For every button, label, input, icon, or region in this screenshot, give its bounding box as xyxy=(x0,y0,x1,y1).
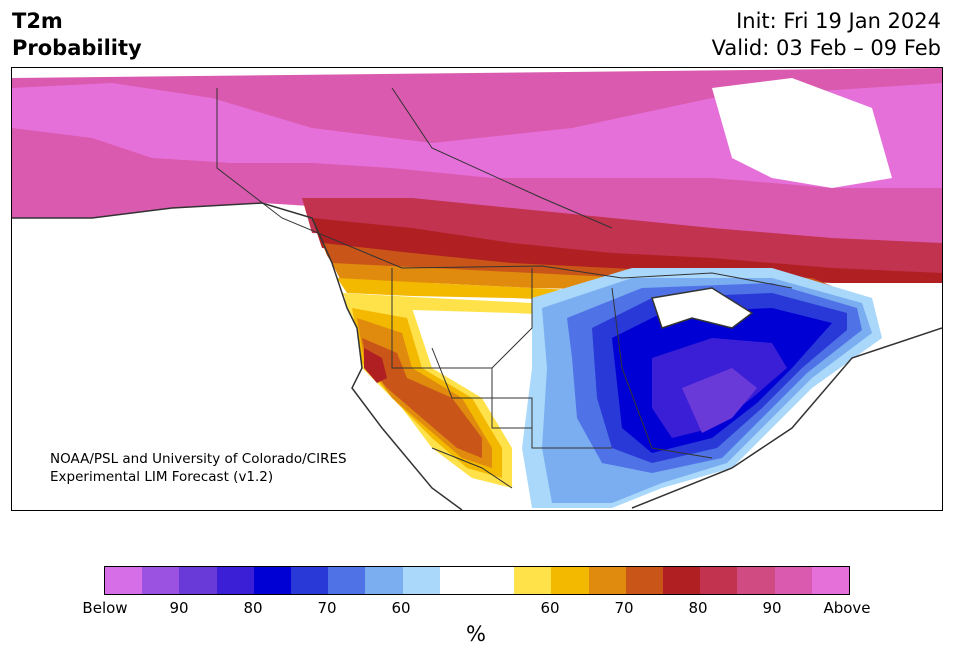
colorbar-tick-label: Above xyxy=(823,599,871,617)
colorbar-tick-label: 70 xyxy=(317,599,337,617)
colorbar-segment xyxy=(328,567,366,594)
title-type: Probability xyxy=(12,36,142,60)
colorbar-unit: % xyxy=(466,622,486,646)
map-title: T2m Probability xyxy=(12,8,142,62)
forecast-dates: Init: Fri 19 Jan 2024 Valid: 03 Feb – 09… xyxy=(712,8,941,62)
probability-map: NOAA/PSL and University of Colorado/CIRE… xyxy=(11,67,943,511)
colorbar-tick-label: 80 xyxy=(688,599,708,617)
title-variable: T2m xyxy=(12,9,63,33)
colorbar-segment xyxy=(774,567,812,594)
colorbar-tick-label: 60 xyxy=(391,599,411,617)
north-america-map: NOAA/PSL and University of Colorado/CIRE… xyxy=(12,68,942,510)
colorbar-segment xyxy=(439,567,478,594)
probability-colorbar xyxy=(104,566,850,595)
colorbar-segment xyxy=(365,567,403,594)
western-us-warm-region xyxy=(342,298,512,488)
colorbar-tick-label: 70 xyxy=(614,599,634,617)
colorbar-tick-label: 60 xyxy=(540,599,560,617)
valid-period: Valid: 03 Feb – 09 Feb xyxy=(711,36,941,60)
colorbar-segment xyxy=(737,567,775,594)
colorbar-segment xyxy=(253,567,292,594)
colorbar-segment xyxy=(216,567,254,594)
colorbar-segment xyxy=(811,567,850,594)
colorbar-tick-label: 80 xyxy=(243,599,263,617)
colorbar-segment xyxy=(477,567,515,594)
colorbar-segment xyxy=(625,567,664,594)
colorbar-tick-label: Below xyxy=(82,599,128,617)
colorbar-segment xyxy=(514,567,552,594)
atlantic-ocean xyxy=(632,328,942,510)
political-borders xyxy=(216,87,793,489)
init-date: Init: Fri 19 Jan 2024 xyxy=(736,9,941,33)
credit-line-1: NOAA/PSL and University of Colorado/CIRE… xyxy=(50,451,347,467)
colorbar-tick-label: 90 xyxy=(762,599,782,617)
credit-line-2: Experimental LIM Forecast (v1.2) xyxy=(50,469,273,485)
colorbar-segment xyxy=(291,567,329,594)
colorbar-segment xyxy=(402,567,440,594)
coastlines xyxy=(12,202,942,510)
colorbar-segment xyxy=(105,567,143,594)
pacific-ocean xyxy=(12,203,462,510)
colorbar-segment xyxy=(663,567,701,594)
colorbar-segment xyxy=(588,567,626,594)
hudson-bay xyxy=(712,78,892,188)
colorbar-segment xyxy=(700,567,738,594)
colorbar-segment xyxy=(551,567,589,594)
colorbar-segment xyxy=(179,567,217,594)
colorbar-tick-label: 90 xyxy=(169,599,189,617)
colorbar-segment xyxy=(142,567,180,594)
